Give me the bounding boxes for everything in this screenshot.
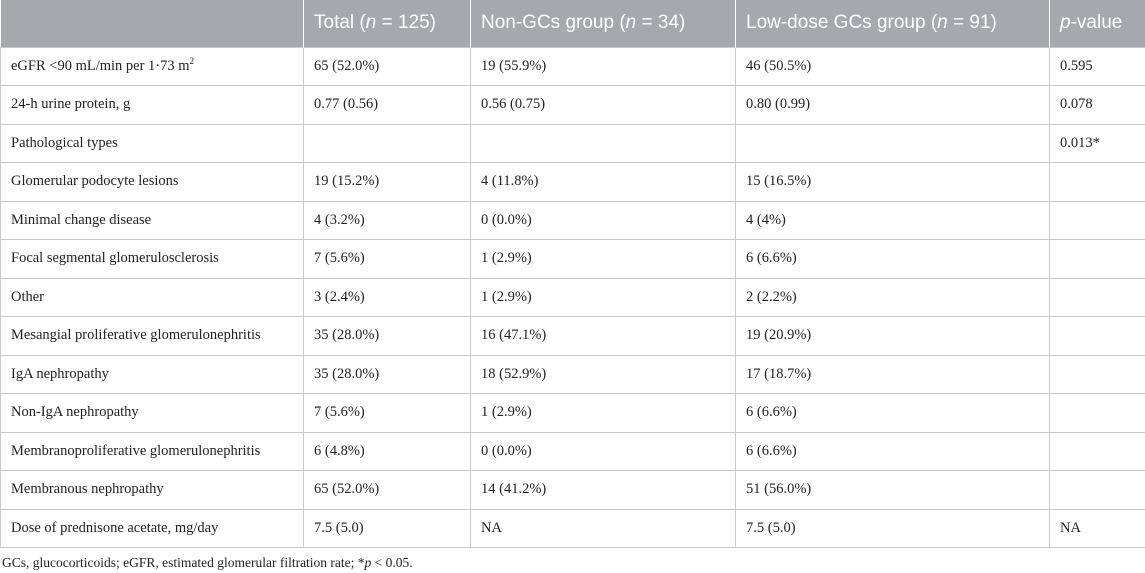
- cell-non-gcs: 1 (2.9%): [470, 239, 736, 279]
- row-label: eGFR <90 mL/min per 1·73 m2: [0, 46, 304, 86]
- table-row: Membranous nephropathy 65 (52.0%) 14 (41.2…: [0, 470, 1145, 510]
- table-footnote: GCs, glucocorticoids; eGFR, estimated gl…: [2, 555, 413, 570]
- cell-total: 35 (28.0%): [303, 316, 471, 356]
- table-row: 24-h urine protein, g 0.77 (0.56) 0.56 (0.…: [0, 85, 1145, 125]
- cell-total: 0.77 (0.56): [303, 85, 471, 125]
- cell-low-dose: 7.5 (5.0): [735, 508, 1050, 548]
- table-row: Dose of prednisone acetate, mg/day 7.5 (5…: [0, 508, 1145, 548]
- row-label: IgA nephropathy: [0, 354, 304, 394]
- cell-total: 6 (4.8%): [303, 431, 471, 471]
- cell-low-dose: 51 (56.0%): [735, 470, 1050, 510]
- row-label: 24-h urine protein, g: [0, 85, 304, 125]
- header-p-value: p-value: [1049, 0, 1145, 47]
- cell-low-dose: 46 (50.5%): [735, 46, 1050, 86]
- row-label: Minimal change disease: [0, 200, 304, 240]
- cell-p-value: [1049, 277, 1145, 317]
- cell-non-gcs: 14 (41.2%): [470, 470, 736, 510]
- cell-p-value: 0.013*: [1049, 123, 1145, 163]
- table-row: eGFR <90 mL/min per 1·73 m2 65 (52.0%) 1…: [0, 46, 1145, 86]
- cell-total: 7 (5.6%): [303, 239, 471, 279]
- cell-p-value: [1049, 200, 1145, 240]
- cell-total: 7.5 (5.0): [303, 508, 471, 548]
- cell-non-gcs: NA: [470, 508, 736, 548]
- row-label: Focal segmental glomerulosclerosis: [0, 239, 304, 279]
- header-total: Total (n = 125): [303, 0, 471, 47]
- row-label: Mesangial proliferative glomerulonephrit…: [0, 316, 304, 356]
- cell-total: 65 (52.0%): [303, 46, 471, 86]
- row-label: Other: [0, 277, 304, 317]
- cell-total: [303, 123, 471, 163]
- table-row: Other 3 (2.4%) 1 (2.9%) 2 (2.2%): [0, 277, 1145, 317]
- table-row: Minimal change disease 4 (3.2%) 0 (0.0%) 4 …: [0, 200, 1145, 240]
- cell-low-dose: 19 (20.9%): [735, 316, 1050, 356]
- cell-total: 3 (2.4%): [303, 277, 471, 317]
- cell-p-value: [1049, 393, 1145, 433]
- cell-total: 7 (5.6%): [303, 393, 471, 433]
- table-row: Membranoproliferative glomerulonephritis…: [0, 431, 1145, 471]
- table-row: Non-IgA nephropathy 7 (5.6%) 1 (2.9%) 6 (6.…: [0, 393, 1145, 433]
- table-row: Pathological types 0.013*: [0, 123, 1145, 163]
- cell-low-dose: 17 (18.7%): [735, 354, 1050, 394]
- cell-non-gcs: 1 (2.9%): [470, 277, 736, 317]
- cell-low-dose: 6 (6.6%): [735, 239, 1050, 279]
- table-row: Glomerular podocyte lesions 19 (15.2%) 4 (…: [0, 162, 1145, 202]
- cell-total: 65 (52.0%): [303, 470, 471, 510]
- cell-non-gcs: [470, 123, 736, 163]
- cell-low-dose: 2 (2.2%): [735, 277, 1050, 317]
- cell-total: 35 (28.0%): [303, 354, 471, 394]
- cell-low-dose: [735, 123, 1050, 163]
- cell-p-value: [1049, 316, 1145, 356]
- cell-p-value: [1049, 239, 1145, 279]
- cell-non-gcs: 0.56 (0.75): [470, 85, 736, 125]
- cell-total: 4 (3.2%): [303, 200, 471, 240]
- cell-p-value: [1049, 470, 1145, 510]
- cell-non-gcs: 18 (52.9%): [470, 354, 736, 394]
- cell-p-value: 0.595: [1049, 46, 1145, 86]
- cell-p-value: [1049, 354, 1145, 394]
- cell-low-dose: 4 (4%): [735, 200, 1050, 240]
- cell-low-dose: 15 (16.5%): [735, 162, 1050, 202]
- cell-low-dose: 6 (6.6%): [735, 431, 1050, 471]
- cell-low-dose: 6 (6.6%): [735, 393, 1050, 433]
- header-low-dose: Low-dose GCs group (n = 91): [735, 0, 1050, 47]
- cell-total: 19 (15.2%): [303, 162, 471, 202]
- cell-non-gcs: 16 (47.1%): [470, 316, 736, 356]
- row-label: Membranoproliferative glomerulonephritis: [0, 431, 304, 471]
- row-label: Membranous nephropathy: [0, 470, 304, 510]
- row-label: Pathological types: [0, 123, 304, 163]
- cell-p-value: 0.078: [1049, 85, 1145, 125]
- row-label: Glomerular podocyte lesions: [0, 162, 304, 202]
- header-cell-empty: [0, 0, 304, 47]
- cell-non-gcs: 0 (0.0%): [470, 431, 736, 471]
- cell-non-gcs: 0 (0.0%): [470, 200, 736, 240]
- cell-non-gcs: 1 (2.9%): [470, 393, 736, 433]
- data-table: Total (n = 125) Non-GCs group (n = 34) L…: [0, 0, 1145, 548]
- cell-p-value: [1049, 162, 1145, 202]
- row-label: Non-IgA nephropathy: [0, 393, 304, 433]
- cell-non-gcs: 4 (11.8%): [470, 162, 736, 202]
- cell-non-gcs: 19 (55.9%): [470, 46, 736, 86]
- cell-p-value: NA: [1049, 508, 1145, 548]
- cell-p-value: [1049, 431, 1145, 471]
- table-row: Focal segmental glomerulosclerosis 7 (5.6…: [0, 239, 1145, 279]
- row-label: Dose of prednisone acetate, mg/day: [0, 508, 304, 548]
- table-row: Mesangial proliferative glomerulonephrit…: [0, 316, 1145, 356]
- cell-low-dose: 0.80 (0.99): [735, 85, 1050, 125]
- table-row: IgA nephropathy 35 (28.0%) 18 (52.9%) 17 (1…: [0, 354, 1145, 394]
- header-non-gcs: Non-GCs group (n = 34): [470, 0, 736, 47]
- header-row: Total (n = 125) Non-GCs group (n = 34) L…: [0, 0, 1145, 47]
